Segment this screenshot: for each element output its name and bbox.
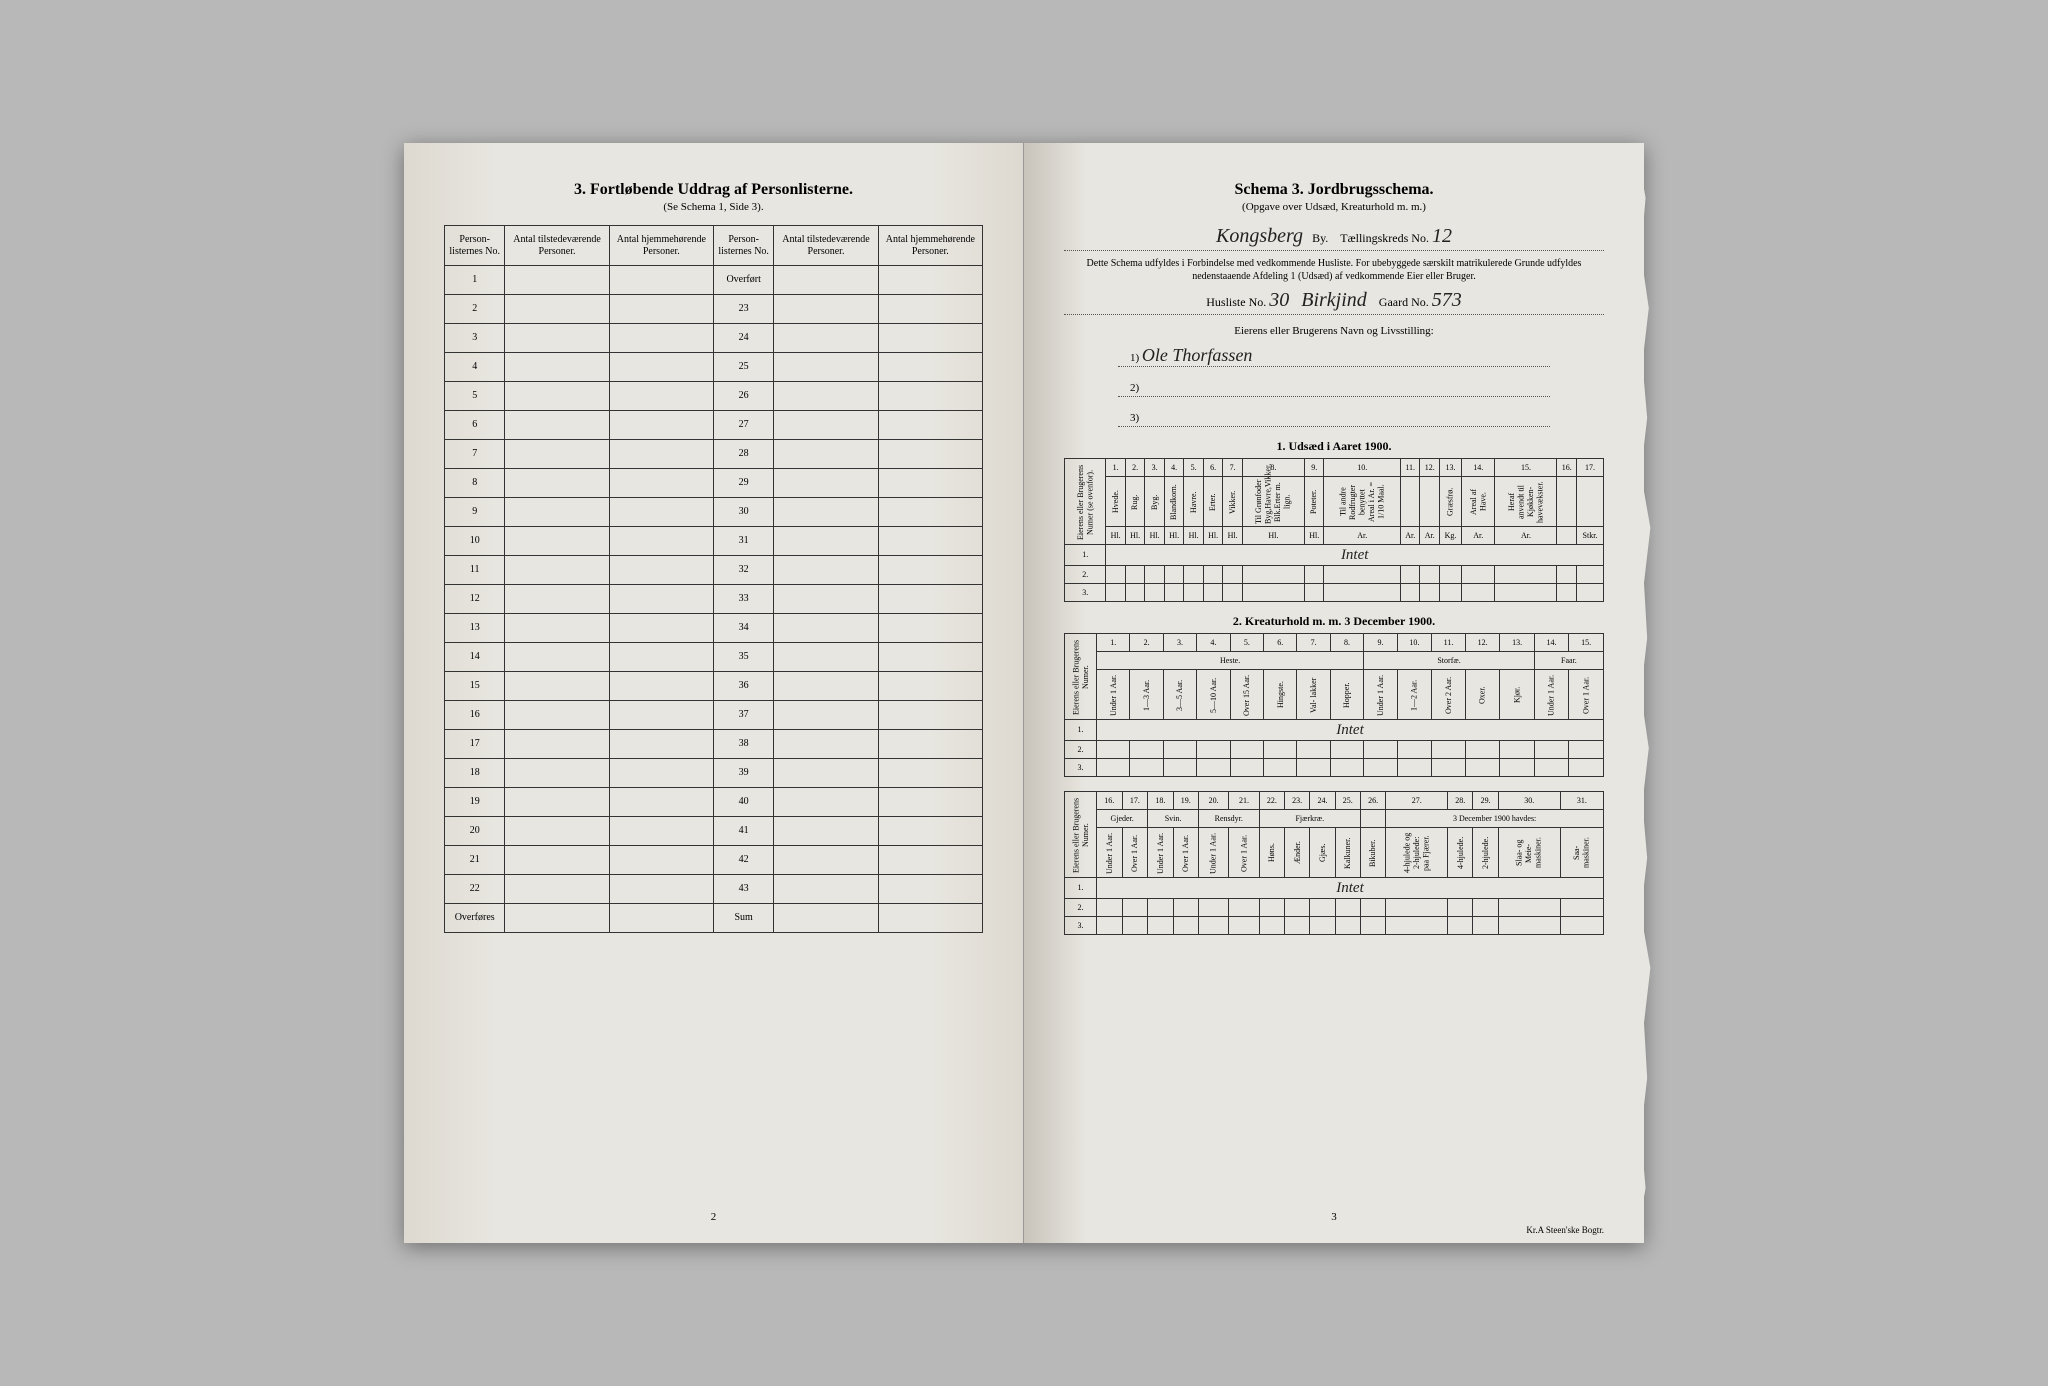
table-row: 1.Intet bbox=[1065, 720, 1604, 741]
owner-lines: 1) Ole Thorfassen 2) 3) bbox=[1118, 345, 1550, 427]
s3-rowhdr: Eierens eller Brugerens Numer. bbox=[1065, 792, 1097, 878]
table-row: 930 bbox=[445, 498, 983, 527]
table-row: 829 bbox=[445, 469, 983, 498]
city-value: Kongsberg bbox=[1216, 225, 1303, 247]
husliste-line: Husliste No. 30 Birkjind Gaard No. 573 bbox=[1064, 289, 1604, 315]
printer-credit: Kr.A Steen'ske Bogtr. bbox=[1024, 1225, 1644, 1235]
owner-3: 3) bbox=[1118, 405, 1550, 427]
owner-1: 1) Ole Thorfassen bbox=[1118, 345, 1550, 367]
table-row: 627 bbox=[445, 411, 983, 440]
table-row: 2243 bbox=[445, 875, 983, 904]
table-row: 728 bbox=[445, 440, 983, 469]
table-row: 1839 bbox=[445, 759, 983, 788]
table-row: 1132 bbox=[445, 556, 983, 585]
right-title: Schema 3. Jordbrugsschema. bbox=[1064, 181, 1604, 199]
city-label: By. bbox=[1312, 231, 1328, 245]
table-row: 3. bbox=[1065, 759, 1604, 777]
kreatur-table: Eierens eller Brugerens Numer. 1.2.3.4.5… bbox=[1064, 633, 1604, 777]
left-page: 3. Fortløbende Uddrag af Personlisterne.… bbox=[404, 143, 1024, 1243]
section1-title: 1. Udsæd i Aaret 1900. bbox=[1064, 439, 1604, 454]
intro-text: Dette Schema udfyldes i Forbindelse med … bbox=[1064, 257, 1604, 283]
th-col5: Antal tilstedeværende Personer. bbox=[774, 226, 878, 266]
table-row: 1940 bbox=[445, 788, 983, 817]
table-row: 2041 bbox=[445, 817, 983, 846]
left-subtitle: (Se Schema 1, Side 3). bbox=[444, 201, 983, 213]
table-row: 1738 bbox=[445, 730, 983, 759]
gaard-label: Gaard No. bbox=[1379, 295, 1429, 309]
section2-title: 2. Kreaturhold m. m. 3 December 1900. bbox=[1064, 614, 1604, 629]
th-col6: Antal hjemmehørende Personer. bbox=[878, 226, 982, 266]
table-row: 425 bbox=[445, 353, 983, 382]
owner-title: Eierens eller Brugerens Navn og Livsstil… bbox=[1064, 325, 1604, 337]
left-page-number: 2 bbox=[404, 1211, 1023, 1223]
table-row: 1435 bbox=[445, 643, 983, 672]
udsaed-table: Eierens eller Brugerens Numer (se ovenfo… bbox=[1064, 458, 1604, 602]
table-row: 1.Intet bbox=[1065, 878, 1604, 899]
right-subtitle: (Opgave over Udsæd, Kreaturhold m. m.) bbox=[1064, 201, 1604, 213]
owner-1-value: Ole Thorfassen bbox=[1142, 345, 1253, 365]
table-row: 1637 bbox=[445, 701, 983, 730]
table-row: 1233 bbox=[445, 585, 983, 614]
table-row: 2. bbox=[1065, 566, 1604, 584]
table-row: 223 bbox=[445, 295, 983, 324]
city-line: Kongsberg By. Tællingskreds No. 12 bbox=[1064, 225, 1604, 251]
table-row: 2142 bbox=[445, 846, 983, 875]
table-row: 2. bbox=[1065, 899, 1604, 917]
th-col4: Person- listernes No. bbox=[713, 226, 773, 266]
document-spread: 3. Fortløbende Uddrag af Personlisterne.… bbox=[404, 143, 1644, 1243]
street-name: Birkjind bbox=[1301, 289, 1367, 311]
husliste-label: Husliste No. bbox=[1206, 295, 1266, 309]
right-page: Schema 3. Jordbrugsschema. (Opgave over … bbox=[1024, 143, 1644, 1243]
torn-edge bbox=[1636, 143, 1652, 1243]
th-col3: Antal hjemmehørende Personer. bbox=[609, 226, 713, 266]
table-row: 3. bbox=[1065, 917, 1604, 935]
person-list-table: Person- listernes No. Antal tilstedevære… bbox=[444, 225, 983, 933]
th-col2: Antal tilstedeværende Personer. bbox=[505, 226, 609, 266]
table-row: 526 bbox=[445, 382, 983, 411]
left-title: 3. Fortløbende Uddrag af Personlisterne. bbox=[444, 181, 983, 199]
right-page-number: 3 bbox=[1024, 1211, 1644, 1223]
th-col1: Person- listernes No. bbox=[445, 226, 505, 266]
telling-label: Tællingskreds No. bbox=[1340, 231, 1429, 245]
table-row: 1031 bbox=[445, 527, 983, 556]
s2-rowhdr: Eierens eller Brugerens Numer. bbox=[1065, 634, 1097, 720]
table-row: 1.Intet bbox=[1065, 545, 1604, 566]
table-row: 324 bbox=[445, 324, 983, 353]
telling-no: 12 bbox=[1432, 225, 1452, 247]
s1-rowhdr: Eierens eller Brugerens Numer (se ovenfo… bbox=[1065, 459, 1106, 545]
table-row: 3. bbox=[1065, 584, 1604, 602]
table-row: 1334 bbox=[445, 614, 983, 643]
kreatur-table-2: Eierens eller Brugerens Numer. 16.17.18.… bbox=[1064, 791, 1604, 935]
gaard-no: 573 bbox=[1432, 289, 1462, 311]
husliste-no: 30 bbox=[1269, 289, 1289, 311]
table-row: 1536 bbox=[445, 672, 983, 701]
table-row: 2. bbox=[1065, 741, 1604, 759]
owner-2: 2) bbox=[1118, 375, 1550, 397]
